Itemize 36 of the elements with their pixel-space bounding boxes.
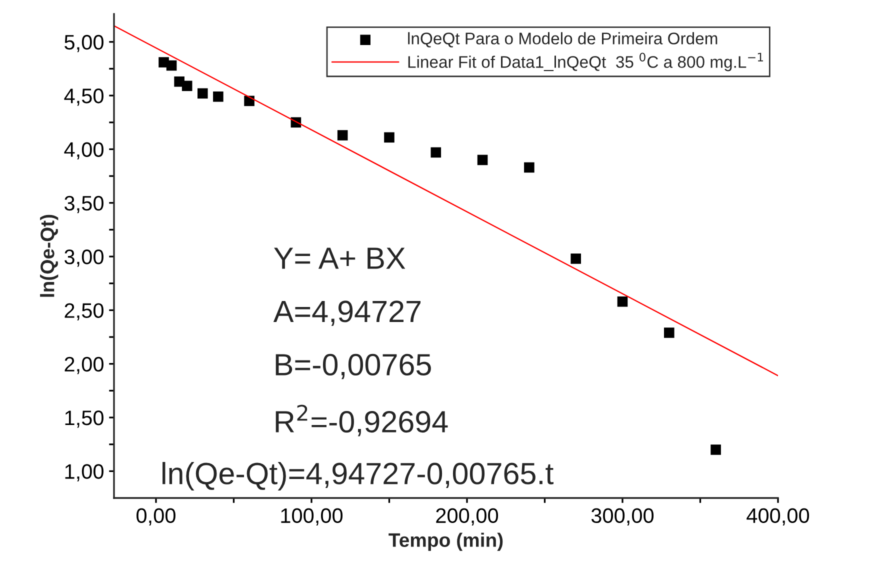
point [384, 132, 394, 143]
annotation: A=4,94727 [273, 300, 420, 326]
annotation: ln(Qe-Qt)=4,94727-0,00765.t [162, 462, 554, 490]
x-tick-label: 300,00 [591, 508, 654, 526]
legend-label: Linear Fit of Data1_lnQeQt 35 $^{0}$C a 800 mg.L$^{−1}$ [408, 52, 763, 72]
x-tick-label: 100,00 [281, 508, 343, 526]
point [664, 328, 674, 338]
y-tick-label: 4,00 [64, 142, 104, 160]
y-tick-label: 2,00 [64, 356, 104, 374]
point [617, 296, 628, 307]
y-tick-label: 5,00 [64, 34, 104, 52]
point [430, 147, 442, 158]
legend-label: lnQeQt Para o Modelo de Primeira Ordem [408, 32, 718, 48]
point [524, 162, 534, 173]
y-tick-label: 2,50 [64, 303, 104, 320]
y-tick-label: 3,00 [64, 250, 104, 267]
point [477, 154, 488, 166]
x-tick-label: 200,00 [436, 508, 498, 526]
y-tick-label: 1,50 [65, 410, 104, 428]
y-tick-label: 1,00 [65, 464, 104, 482]
point [213, 91, 224, 102]
annotation: Y= A+ BX [274, 248, 406, 269]
point [710, 444, 721, 455]
x-axis-title: Tempo (min) [388, 532, 503, 551]
y-tick-label: 4,50 [64, 88, 104, 106]
point [570, 254, 581, 264]
annotation: B=-0,00765 [276, 354, 431, 380]
annotation: R$^{2}$=-0,92694 [276, 404, 448, 436]
y-axis-title: ln(Qe-Qt) [40, 214, 58, 297]
point [166, 60, 177, 71]
x-tick-label: 400,00 [746, 508, 810, 526]
point [197, 88, 208, 99]
y-tick-label: 3,50 [64, 196, 104, 214]
point [337, 130, 348, 140]
x-tick-label: 0,00 [136, 508, 176, 526]
point [182, 80, 192, 92]
